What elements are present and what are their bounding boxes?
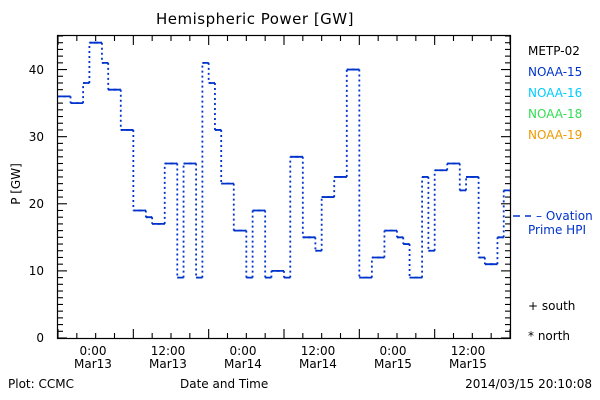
y-tick-label: 20 — [28, 197, 44, 211]
x-tick-label: 0:00 Mar14 — [208, 345, 278, 371]
x-tick-label: 12:00 Mar13 — [133, 345, 203, 371]
legend-item-noaa-19: NOAA-19 — [528, 128, 583, 142]
timestamp: 2014/03/15 20:10:08 — [465, 377, 592, 391]
legend-marker-north: * north — [528, 330, 570, 342]
asterisk-icon: * — [528, 329, 534, 343]
x-tick-date: Mar13 — [149, 357, 187, 371]
x-tick-label: 0:00 Mar15 — [358, 345, 428, 371]
x-tick-time: 12:00 — [150, 344, 186, 358]
x-axis-label: Date and Time — [180, 377, 269, 391]
legend-item-noaa-18: NOAA-18 — [528, 107, 583, 121]
x-tick-label: 12:00 Mar15 — [433, 345, 503, 371]
x-tick-date: Mar15 — [449, 357, 487, 371]
legend-item-ovation-line2: Prime HPI — [528, 223, 586, 237]
x-tick-time: 0:00 — [79, 344, 107, 358]
x-tick-time: 0:00 — [379, 344, 407, 358]
legend-marker-north-label: north — [537, 329, 571, 343]
x-tick-time: 0:00 — [229, 344, 257, 358]
ovation-prime-hpi-step-caps — [58, 41, 510, 279]
x-tick-time: 12:00 — [300, 344, 336, 358]
legend-item-metp-02: METP-02 — [528, 44, 580, 58]
x-tick-date: Mar14 — [224, 357, 262, 371]
x-tick-date: Mar13 — [74, 357, 112, 371]
legend-item-noaa-16: NOAA-16 — [528, 86, 583, 100]
x-tick-date: Mar14 — [299, 357, 337, 371]
chart-title: Hemispheric Power [GW] — [156, 10, 354, 28]
data-series-ovation-prime-hpi — [58, 41, 510, 279]
y-tick-label: 30 — [28, 130, 44, 144]
x-tick-time: 12:00 — [450, 344, 486, 358]
plot-frame — [56, 34, 512, 340]
x-tick-label: 12:00 Mar14 — [283, 345, 353, 371]
y-tick-label: 40 — [28, 63, 44, 77]
x-tick-date: Mar15 — [374, 357, 412, 371]
axis-ticks — [57, 35, 511, 339]
y-tick-label: 0 — [36, 331, 44, 345]
ovation-prime-hpi-trace — [58, 41, 510, 279]
legend-marker-south-label: south — [541, 299, 576, 313]
y-tick-label: 10 — [28, 264, 44, 278]
legend-marker-south: + south — [528, 300, 575, 312]
plot-credit: Plot: CCMC — [8, 377, 74, 391]
x-tick-label: 0:00 Mar13 — [58, 345, 128, 371]
legend-item-noaa-15: NOAA-15 — [528, 65, 583, 79]
plus-icon: + — [528, 299, 539, 313]
legend-item-ovation-line1: – Ovation — [536, 209, 593, 223]
